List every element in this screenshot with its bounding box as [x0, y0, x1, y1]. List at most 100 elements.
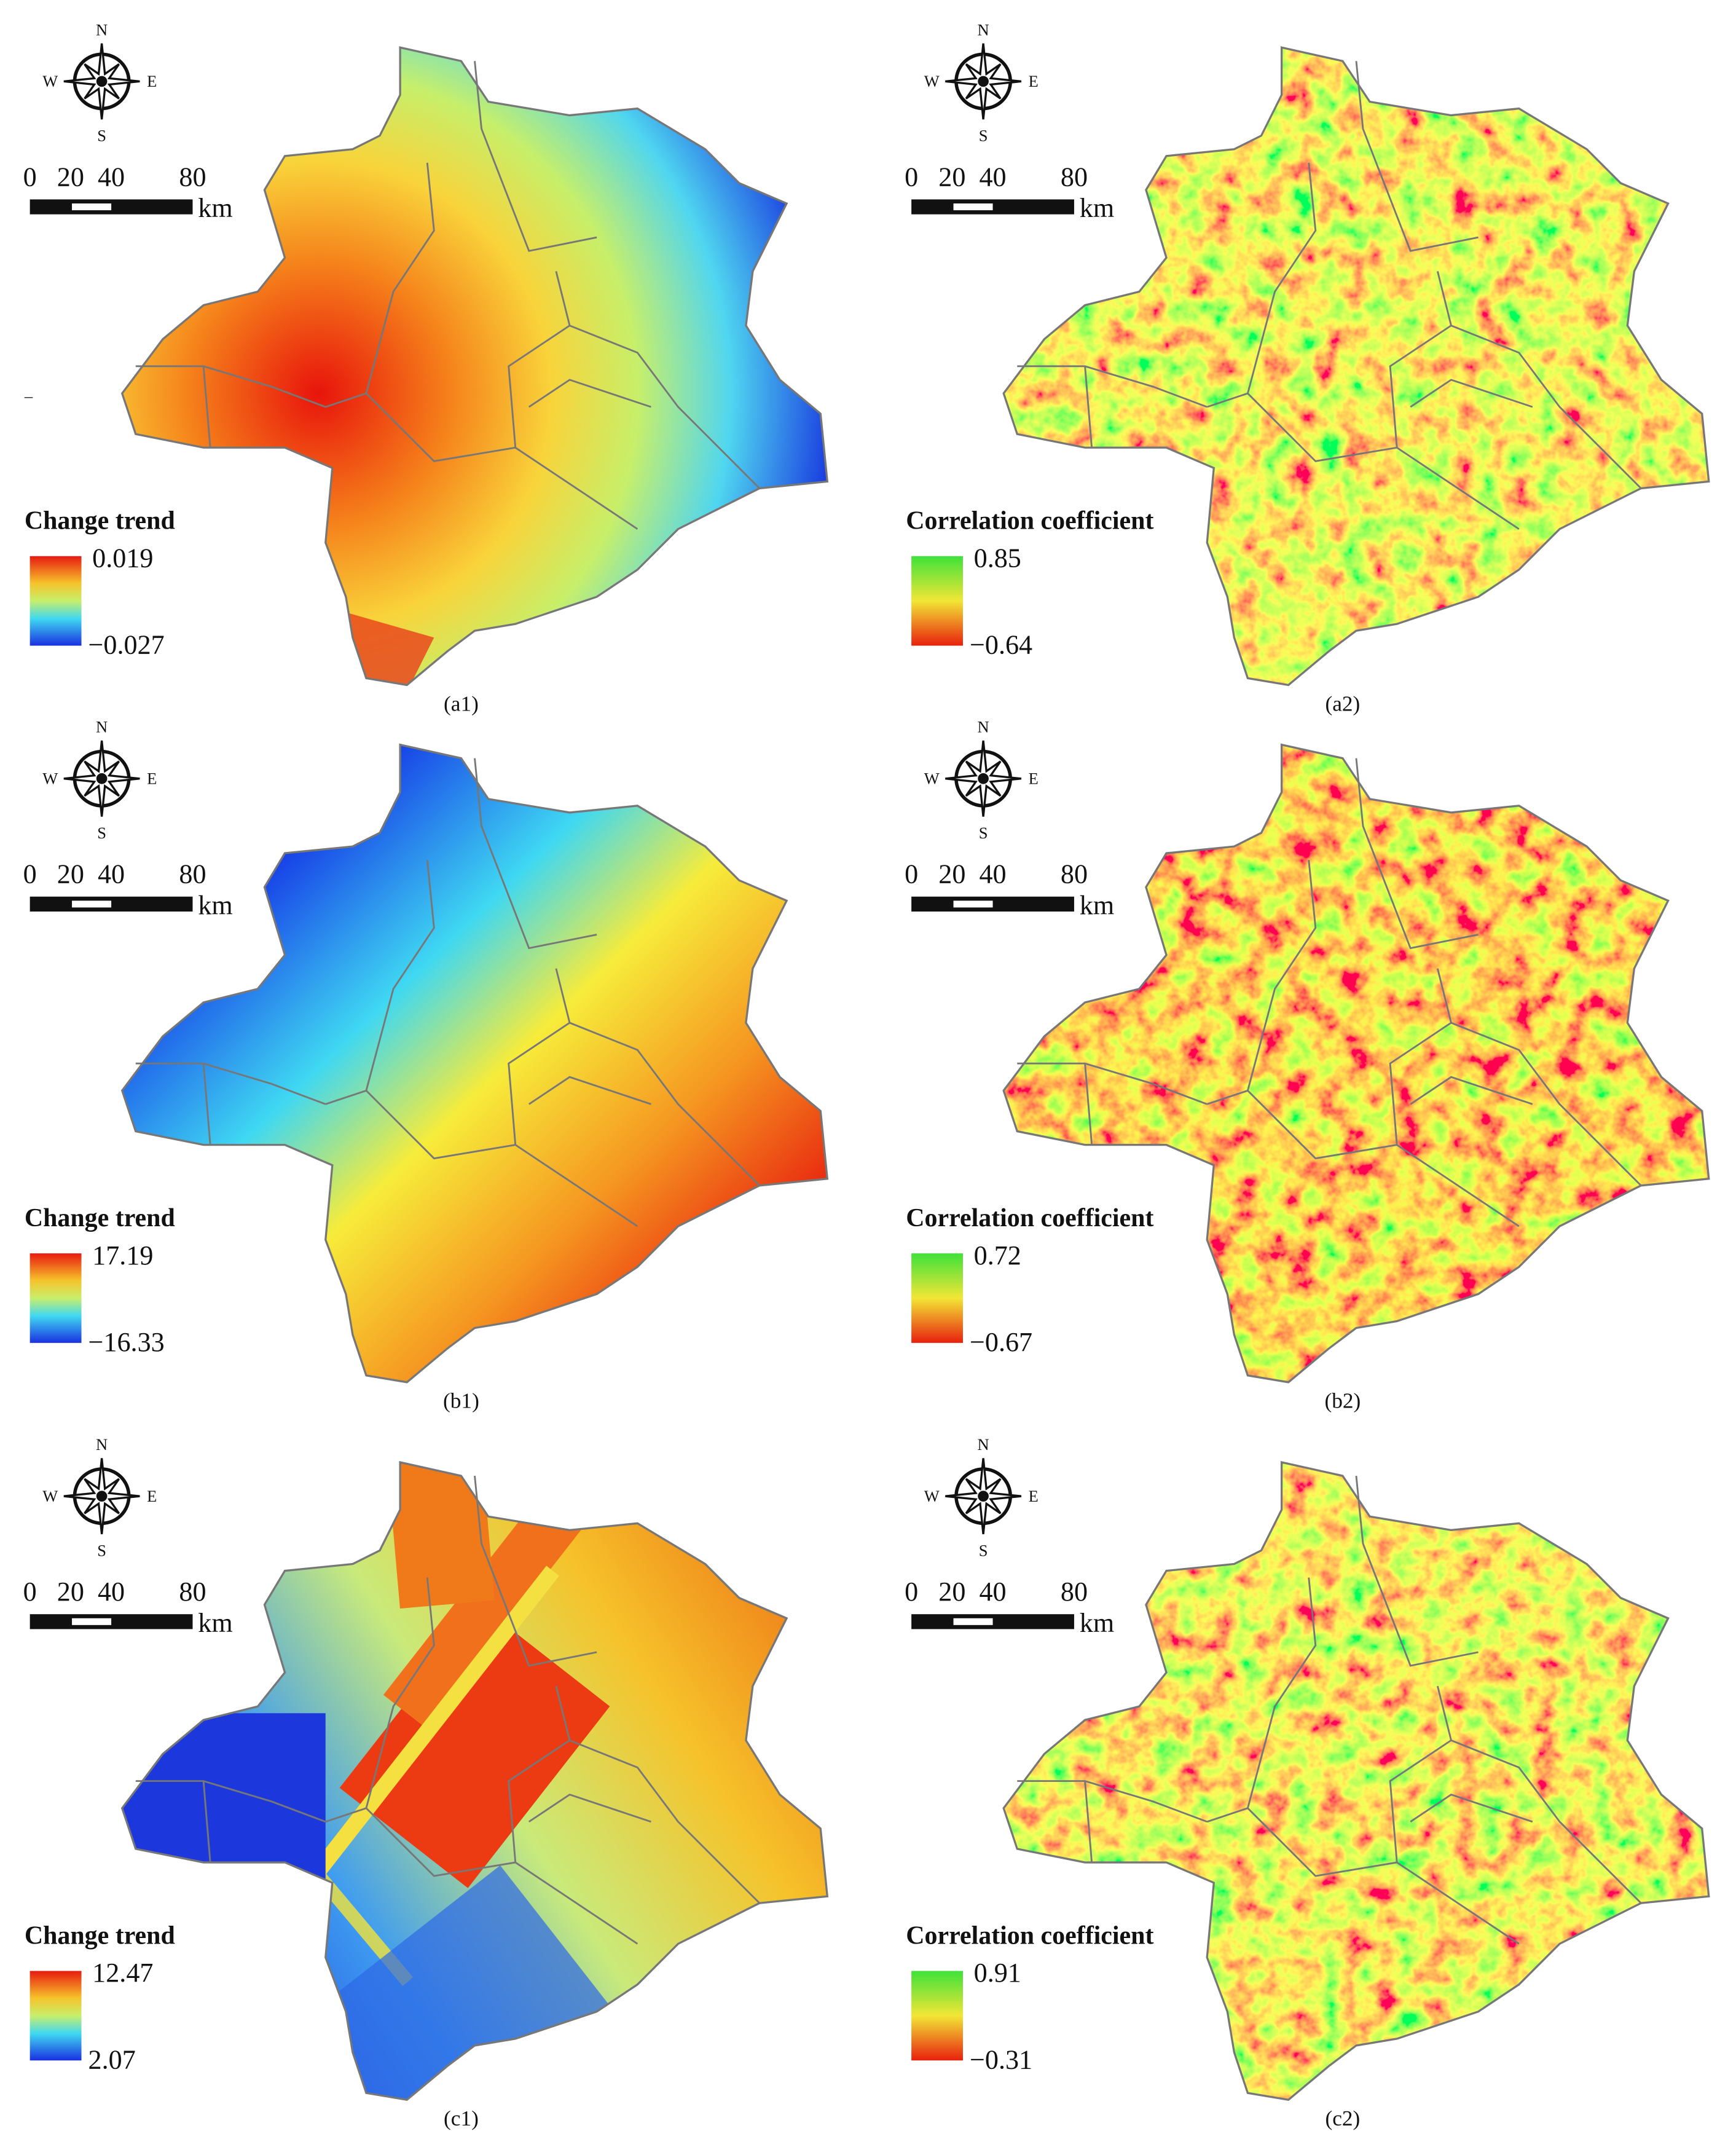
boundary: [202, 366, 211, 448]
legend-min: 2.07: [88, 2044, 136, 2074]
legend-max: 0.019: [92, 543, 153, 573]
scale-unit: km: [1080, 890, 1114, 920]
scale-unit: km: [1080, 193, 1114, 223]
boundary: [1206, 860, 1317, 1105]
scale-label: 20: [938, 162, 965, 192]
compass-s: S: [97, 824, 106, 842]
legend-title: Correlation coefficient: [906, 1921, 1153, 1950]
map-outline: [120, 743, 829, 1384]
legend-title: Change trend: [25, 1921, 175, 1950]
legend-ramp: [29, 1253, 82, 1343]
compass-n: N: [96, 20, 108, 39]
scale-label: 80: [1061, 1577, 1088, 1607]
legend-ramp: [29, 1971, 82, 2061]
compass-w: W: [924, 770, 940, 788]
scale-label: 20: [938, 1577, 965, 1607]
map: [122, 744, 828, 1382]
boundary: [1206, 162, 1317, 408]
panel-label: (a2): [1325, 691, 1360, 715]
legend-title: Change trend: [25, 507, 175, 535]
map: [1004, 744, 1709, 1382]
compass-w: W: [42, 770, 58, 788]
scale-label: 20: [57, 1577, 84, 1607]
scale-label: 80: [179, 162, 206, 192]
scale-gap: [953, 1618, 993, 1625]
scale-label: 0: [23, 162, 37, 192]
scale-label: 20: [938, 859, 965, 889]
panel-label: (a1): [444, 691, 479, 715]
boundary: [1355, 758, 1479, 950]
band: [339, 1606, 610, 1888]
boundary: [1410, 1794, 1533, 1823]
scale-label: 20: [57, 162, 84, 192]
legend-max: 12.47: [92, 1958, 153, 1988]
legend-max: 0.91: [974, 1958, 1021, 1988]
boundary: [1410, 1076, 1533, 1105]
compass-s: S: [97, 1541, 106, 1559]
legend-ramp: [911, 556, 963, 646]
scale-label: 40: [98, 1577, 125, 1607]
legend-max: 0.72: [974, 1240, 1021, 1270]
compass-n: N: [96, 1435, 108, 1454]
boundary: [508, 271, 571, 448]
scale-unit: km: [1080, 1608, 1114, 1638]
band: [387, 1462, 495, 1609]
compass-hub: [96, 773, 108, 784]
legend-min: −16.33: [88, 1327, 165, 1357]
legend-title: Correlation coefficient: [906, 1204, 1153, 1232]
map-fill: [122, 744, 828, 1382]
scale-label: 40: [98, 859, 125, 889]
legend-ramp: [29, 556, 82, 646]
boundary: [508, 968, 571, 1145]
boundary: [1017, 1780, 1208, 1823]
scale-unit: km: [198, 193, 232, 223]
boundary: [1450, 1022, 1642, 1186]
compass-n: N: [978, 20, 989, 39]
compass-w: W: [924, 72, 940, 90]
scale-gap: [953, 203, 993, 211]
compass-w: W: [924, 1487, 940, 1505]
boundary: [569, 1739, 760, 1904]
compass-e: E: [147, 770, 157, 788]
scale-label: 0: [23, 859, 37, 889]
boundary: [1355, 61, 1479, 252]
boundary: [1084, 366, 1093, 448]
boundary: [1355, 1475, 1479, 1667]
map-fill: [1004, 744, 1709, 1382]
boundary: [1017, 1062, 1208, 1105]
boundary: [1084, 1063, 1093, 1145]
boundary: [1450, 325, 1642, 489]
scale-label: 40: [979, 1577, 1006, 1607]
compass-s: S: [97, 127, 106, 145]
compass-n: N: [96, 718, 108, 736]
legend-title: Change trend: [25, 1204, 175, 1232]
boundary: [474, 758, 597, 950]
scale-label: 40: [979, 859, 1006, 889]
scale-gap: [953, 900, 993, 908]
stray-mark: –: [24, 387, 33, 405]
scale-label: 80: [179, 1577, 206, 1607]
map-fill: [1004, 47, 1709, 685]
scale-label: 40: [979, 162, 1006, 192]
compass-hub: [96, 1491, 108, 1502]
scale-unit: km: [198, 1608, 232, 1638]
scale-label: 0: [905, 1577, 918, 1607]
map-outline: [120, 46, 829, 687]
compass-hub: [978, 1491, 989, 1502]
boundary: [1017, 365, 1208, 408]
boundary: [1206, 1577, 1317, 1823]
map-outline: [1002, 743, 1710, 1384]
compass-s: S: [979, 824, 988, 842]
compass-e: E: [1029, 1487, 1039, 1505]
boundary: [325, 1577, 435, 1823]
map-outline: [1002, 46, 1710, 687]
scale-label: 20: [57, 859, 84, 889]
scale-label: 0: [905, 162, 918, 192]
boundary: [569, 1022, 760, 1186]
compass-e: E: [147, 1487, 157, 1505]
boundary: [202, 1063, 211, 1145]
